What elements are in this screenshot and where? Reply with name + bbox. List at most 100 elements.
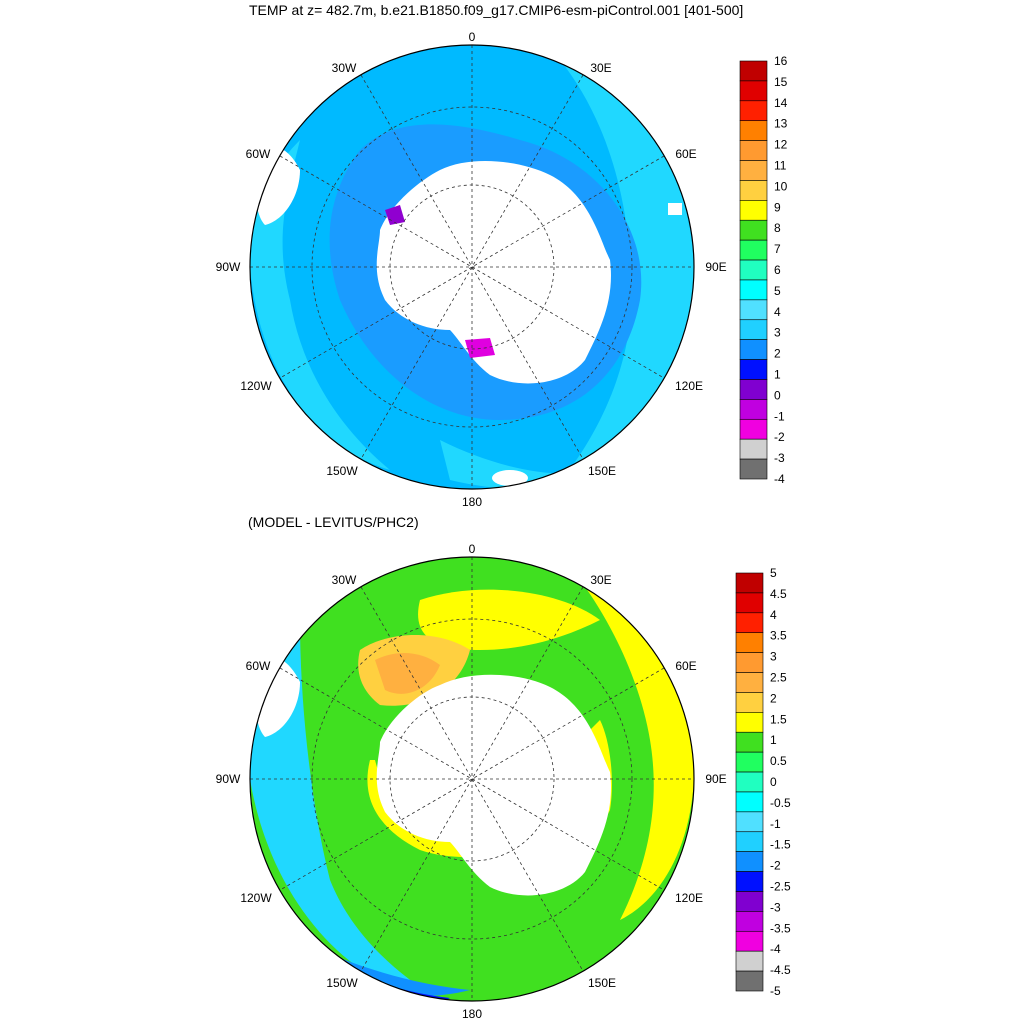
- bottom-colorbar-swatch: [735, 831, 764, 852]
- bottom-graticule: [250, 557, 694, 1001]
- bottom-colorbar-label: -2.5: [770, 880, 791, 894]
- top-lon-labels: 0 30E 60E 90E 120E 150E 180 150W 120W 90…: [216, 30, 727, 509]
- bottom-lon-150w: 150W: [326, 976, 358, 990]
- bottom-colorbar-swatch: [735, 592, 764, 614]
- bottom-colorbar-label: 0: [770, 775, 777, 789]
- bottom-colorbar-label: -3.5: [770, 921, 791, 935]
- top-colorbar-swatch: [739, 219, 768, 241]
- top-colorbar-label: 12: [774, 138, 788, 152]
- top-colorbar-swatch: [739, 259, 768, 281]
- bottom-colorbar-label: 3.5: [770, 629, 787, 643]
- bottom-colorbar-swatch: [735, 891, 764, 912]
- top-colorbar-swatch: [739, 160, 768, 181]
- bottom-colorbar-swatch: [735, 970, 764, 992]
- bottom-colorbar-swatch: [735, 632, 764, 653]
- bottom-lon-60w: 60W: [246, 659, 271, 673]
- bottom-colorbar-label: -1: [770, 817, 781, 831]
- top-colorbar-label: 13: [774, 117, 788, 131]
- top-colorbar-swatch: [739, 438, 768, 460]
- bottom-colorbar-label: -0.5: [770, 796, 791, 810]
- bottom-colorbar-label: 1: [770, 733, 777, 747]
- top-colorbar-label: 1: [774, 368, 781, 382]
- bottom-neg-west: [250, 620, 440, 1000]
- bottom-colorbar-swatch: [735, 692, 764, 713]
- top-colorbar-label: -2: [774, 430, 785, 444]
- bottom-colorbar-swatch: [735, 731, 764, 753]
- top-colorbar-label: 16: [774, 54, 788, 68]
- bottom-lon-60e: 60E: [675, 659, 696, 673]
- bottom-colorbar-swatch: [735, 712, 764, 733]
- bottom-colorbar-label: 2.5: [770, 671, 787, 685]
- top-map-title: TEMP at z= 482.7m, b.e21.B1850.f09_g17.C…: [249, 2, 744, 18]
- bottom-map-border: [249, 556, 695, 1002]
- bottom-colorbar-label: -1.5: [770, 838, 791, 852]
- top-graticule: [250, 45, 694, 489]
- top-colorbar-swatch: [739, 458, 768, 480]
- bottom-colorbar-label: -5: [770, 984, 781, 998]
- top-colorbar-swatch: [739, 299, 768, 321]
- bottom-colorbar-label: 0.5: [770, 754, 787, 768]
- top-colorbar-swatch: [739, 339, 768, 360]
- top-lon-150w: 150W: [326, 464, 358, 478]
- top-colorbar-label: 6: [774, 263, 781, 277]
- top-lon-120e: 120E: [675, 379, 703, 393]
- bottom-colorbar-swatch: [735, 950, 764, 972]
- top-colorbar-label: 2: [774, 347, 781, 361]
- top-colorbar-label: -1: [774, 409, 785, 423]
- bottom-lon-180: 180: [462, 1007, 482, 1021]
- top-colorbar-label: 10: [774, 179, 788, 193]
- bottom-colorbar-swatch: [735, 751, 764, 773]
- bottom-colorbar-swatch: [735, 911, 764, 932]
- bottom-colorbar-swatch: [735, 771, 764, 793]
- bottom-colorbar-swatch: [735, 811, 764, 833]
- top-cold-patch-ross: [465, 338, 495, 358]
- bottom-colorbar-swatch: [735, 572, 764, 594]
- top-colorbar-swatch: [739, 379, 768, 400]
- bottom-colorbar-swatch: [735, 652, 764, 673]
- top-island-east: [668, 203, 682, 215]
- bottom-colorbar: 5 4.5 4 3.5 3 2.5 2 1.5 1 0.5 0 -0.5 -1 -1.5 -2 -2.5 -3 -…: [735, 566, 791, 998]
- top-colorbar-swatch: [739, 319, 768, 340]
- bottom-colorbar-label: -4: [770, 942, 781, 956]
- top-colorbar-label: 7: [774, 242, 781, 256]
- bottom-colorbar-swatch: [735, 672, 764, 693]
- top-colorbar-label: 9: [774, 200, 781, 214]
- top-colorbar-label: 0: [774, 388, 781, 402]
- top-lon-90e: 90E: [705, 260, 726, 274]
- bottom-colorbar-swatch: [735, 851, 764, 872]
- top-colorbar-label: 8: [774, 221, 781, 235]
- bottom-pos-east: [580, 580, 694, 920]
- top-colorbar-swatch: [739, 359, 768, 380]
- top-colorbar-swatch: [739, 200, 768, 221]
- top-island-south: [492, 470, 528, 486]
- top-colorbar-swatch: [739, 60, 768, 82]
- bottom-neg-deep: [330, 965, 450, 1001]
- top-lon-30w: 30W: [332, 61, 357, 75]
- top-colorbar-label: 5: [774, 284, 781, 298]
- bottom-lon-labels: 0 30E 60E 90E 120E 150E 180 150W 120W 90…: [216, 542, 727, 1021]
- top-lon-150e: 150E: [588, 464, 616, 478]
- bottom-pos-weddell-core: [375, 653, 440, 694]
- top-colorbar-swatch: [739, 80, 768, 102]
- bottom-colorbar-label: -4.5: [770, 963, 791, 977]
- top-colorbar-swatch: [739, 120, 768, 141]
- top-colorbar-swatch: [739, 418, 768, 440]
- bottom-map-title: (MODEL - LEVITUS/PHC2): [248, 514, 419, 530]
- top-antarctica: [376, 160, 611, 384]
- top-colorbar-swatch: [739, 279, 768, 301]
- bottom-colorbar-label: 1.5: [770, 712, 787, 726]
- bottom-lon-120e: 120E: [675, 891, 703, 905]
- bottom-colorbar-label: 2: [770, 691, 777, 705]
- bottom-lon-90e: 90E: [705, 772, 726, 786]
- top-colorbar-label: 4: [774, 305, 781, 319]
- top-colorbar-swatch: [739, 140, 768, 161]
- top-lon-60e: 60E: [675, 147, 696, 161]
- bottom-antarctica: [376, 674, 611, 896]
- top-lon-180: 180: [462, 495, 482, 509]
- top-colorbar-swatch: [739, 180, 768, 201]
- top-colorbar-swatch: [739, 239, 768, 261]
- bottom-pos-north: [418, 589, 600, 650]
